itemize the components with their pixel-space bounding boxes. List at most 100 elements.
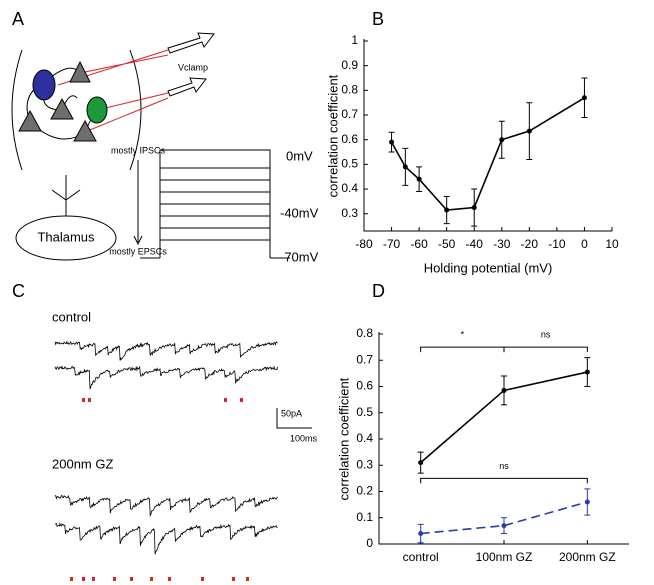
projection (51, 175, 81, 216)
y-tick-label: 0.9 (341, 58, 358, 72)
significance-bracket (503, 346, 588, 353)
y-tick-label: 1 (351, 33, 358, 47)
arc (11, 49, 23, 171)
level-label: 0mV (286, 148, 313, 163)
x-tick-label: 0 (581, 237, 588, 251)
pipette (167, 77, 207, 97)
y-axis-label: correlation coefficient (325, 74, 340, 197)
trace (54, 340, 278, 361)
event-marker (168, 577, 171, 581)
circuit-diagram (11, 32, 215, 261)
level-label: -40mV (280, 205, 319, 220)
significance-label: ns (499, 461, 509, 471)
y-tick-label: 0.4 (356, 431, 373, 445)
axis (378, 332, 629, 545)
scale-label: 50pA (281, 408, 302, 418)
connections (26, 67, 98, 140)
x-tick-label: control (403, 550, 439, 564)
y-tick-label: 0.2 (356, 484, 373, 498)
y-tick-label: 0.3 (356, 457, 373, 471)
x-tick-label: -60 (410, 237, 428, 251)
y-tick-label: 0 (366, 536, 373, 550)
event-marker (130, 577, 133, 581)
y-tick-label: 0.3 (341, 206, 358, 220)
event-marker (201, 577, 204, 581)
data-point (501, 523, 507, 529)
data-point (418, 460, 424, 466)
panel-label: C (12, 281, 25, 301)
event-marker (88, 398, 91, 402)
axis (363, 39, 612, 232)
data-point (581, 95, 587, 101)
y-tick-label: 0.7 (341, 107, 358, 121)
cell (69, 60, 91, 83)
x-tick-label: -20 (521, 237, 539, 251)
y-tick-label: 0.8 (356, 326, 373, 340)
scale-bar (276, 408, 312, 429)
traces (54, 340, 278, 581)
x-tick-label: -40 (466, 237, 484, 251)
x-tick-label: 100nm GZ (476, 550, 533, 564)
x-axis-label: Holding potential (mV) (424, 260, 553, 275)
y-tick-label: 0.7 (356, 352, 373, 366)
panel-label: D (372, 281, 385, 301)
y-tick-label: 0.5 (341, 157, 358, 171)
y-tick-label: 0.4 (341, 181, 358, 195)
y-tick-label: 0.1 (356, 510, 373, 524)
step-protocol (133, 149, 290, 259)
data-point (389, 139, 395, 145)
event-marker (232, 577, 235, 581)
data-point (584, 499, 590, 505)
condition-label: control (52, 309, 91, 324)
panel-label: B (372, 9, 384, 29)
y-tick-label: 0.6 (356, 379, 373, 393)
electrode (57, 49, 169, 133)
thalamus-label: Thalamus (37, 229, 95, 244)
step-label: mostly IPSCs (111, 145, 166, 155)
y-axis-label: correlation coefficient (336, 377, 351, 500)
event-marker (246, 577, 249, 581)
x-tick-label: -10 (548, 237, 566, 251)
data-point (471, 205, 477, 211)
data-point (402, 164, 408, 170)
event-marker (92, 577, 95, 581)
significance-bracket (420, 346, 505, 353)
event-marker (70, 577, 73, 581)
interneuron (32, 69, 56, 101)
scale-label: 100ms (290, 433, 318, 443)
significance-label: ns (541, 330, 551, 340)
x-tick-label: -70 (383, 237, 401, 251)
trace (54, 365, 278, 390)
significance-bracket (420, 477, 588, 484)
event-marker (82, 577, 85, 581)
significance-label: * (461, 330, 465, 340)
data-point (501, 387, 507, 393)
trace (54, 494, 278, 517)
y-tick-label: 0.6 (341, 132, 358, 146)
pyramidal-cells (18, 60, 97, 142)
cell (50, 97, 74, 120)
y-tick-label: 0.5 (356, 405, 373, 419)
interneuron (86, 96, 108, 124)
x-tick-label: -50 (438, 237, 456, 251)
panel-label: A (12, 9, 24, 29)
y-tick-label: 0.8 (341, 83, 358, 97)
data-point (584, 369, 590, 375)
steps (140, 149, 290, 259)
x-tick-label: 200nm GZ (559, 550, 616, 564)
step-label: mostly EPSCs (109, 246, 167, 256)
condition-label: 200nm GZ (52, 456, 113, 471)
series-line (420, 501, 588, 535)
thalamus-shape (15, 215, 117, 261)
data-point (418, 531, 424, 536)
x-tick-label: 10 (605, 237, 619, 251)
data-point (526, 128, 532, 134)
level-label: -70mV (280, 249, 319, 264)
event-marker (224, 398, 227, 402)
data-point (444, 207, 450, 213)
event-marker (113, 577, 116, 581)
cell (73, 119, 97, 142)
data-point (499, 137, 505, 143)
